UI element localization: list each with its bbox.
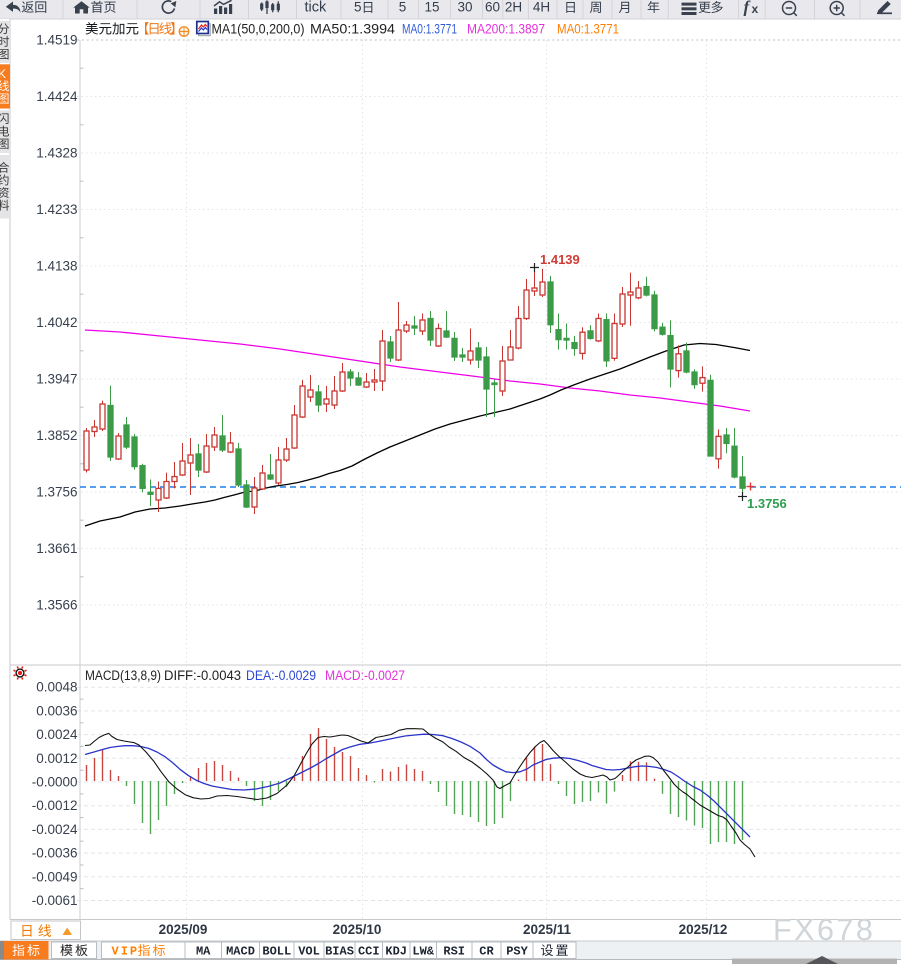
svg-text:0.0048: 0.0048: [36, 680, 77, 695]
svg-text:BOLL: BOLL: [262, 945, 291, 959]
svg-text:1.4328: 1.4328: [36, 146, 77, 161]
svg-text:-0.0061: -0.0061: [32, 893, 78, 908]
svg-text:MACD:-0.0027: MACD:-0.0027: [325, 668, 405, 683]
svg-text:1.4042: 1.4042: [36, 315, 77, 330]
svg-text:-0.0024: -0.0024: [32, 822, 78, 837]
svg-text:DEA:-0.0029: DEA:-0.0029: [246, 668, 316, 683]
svg-text:PSY: PSY: [506, 945, 528, 959]
svg-text:tick: tick: [305, 0, 328, 16]
svg-text:1.3852: 1.3852: [36, 428, 77, 443]
svg-text:1.4233: 1.4233: [36, 202, 77, 217]
svg-text:5: 5: [399, 0, 407, 15]
svg-text:1.3756: 1.3756: [36, 485, 77, 500]
svg-text:DIFF:-0.0043: DIFF:-0.0043: [164, 668, 241, 683]
svg-text:1.3661: 1.3661: [36, 541, 77, 556]
svg-text:MA: MA: [196, 945, 211, 959]
svg-text:VOL: VOL: [298, 945, 320, 959]
svg-text:1.4139: 1.4139: [540, 252, 580, 267]
svg-text:5: 5: [354, 0, 362, 15]
svg-text:K: K: [0, 67, 6, 81]
svg-text:RSI: RSI: [443, 945, 465, 959]
svg-text:1.4138: 1.4138: [36, 259, 77, 274]
svg-text:4H: 4H: [533, 0, 550, 15]
svg-text:2025/09: 2025/09: [159, 922, 208, 937]
svg-text:MA0:1.3771: MA0:1.3771: [402, 22, 457, 37]
svg-text:LW&: LW&: [412, 945, 434, 959]
svg-text:-0.0036: -0.0036: [32, 846, 78, 861]
svg-text:2H: 2H: [505, 0, 522, 15]
svg-text:MA200:1.3897: MA200:1.3897: [467, 22, 545, 37]
svg-text:1.4424: 1.4424: [36, 89, 78, 104]
svg-text:VIP: VIP: [112, 945, 140, 959]
svg-text:MA50:1.3994: MA50:1.3994: [310, 22, 396, 37]
svg-text:MA1(50,0,200,0): MA1(50,0,200,0): [212, 22, 305, 37]
svg-text:MACD(13,8,9): MACD(13,8,9): [85, 668, 161, 683]
svg-text:CCI: CCI: [358, 945, 380, 959]
svg-text:60: 60: [485, 0, 500, 15]
svg-text:1.3566: 1.3566: [36, 598, 77, 613]
svg-text:2025/11: 2025/11: [523, 922, 572, 937]
svg-text:-0.0049: -0.0049: [32, 869, 78, 884]
svg-text:1.4519: 1.4519: [36, 33, 77, 48]
svg-text:0.0036: 0.0036: [36, 703, 77, 718]
svg-text:x: x: [752, 2, 759, 16]
svg-text:0.0024: 0.0024: [36, 727, 78, 742]
svg-text:CR: CR: [479, 945, 494, 959]
svg-text:15: 15: [424, 0, 439, 15]
svg-text:MACD: MACD: [226, 945, 255, 959]
svg-text:-0.0000: -0.0000: [32, 775, 78, 790]
svg-text:0.0012: 0.0012: [36, 751, 77, 766]
svg-text:2025/10: 2025/10: [333, 922, 382, 937]
svg-text:MA0:1.3771: MA0:1.3771: [557, 22, 619, 37]
svg-text:-0.0012: -0.0012: [32, 798, 78, 813]
svg-text:f: f: [744, 0, 752, 17]
svg-text:2025/12: 2025/12: [679, 922, 728, 937]
svg-text:KDJ: KDJ: [385, 945, 407, 959]
svg-text:1.3947: 1.3947: [36, 372, 77, 387]
svg-text:BIAS: BIAS: [325, 945, 354, 959]
svg-text:1.3756: 1.3756: [747, 496, 787, 511]
svg-text:30: 30: [457, 0, 472, 15]
